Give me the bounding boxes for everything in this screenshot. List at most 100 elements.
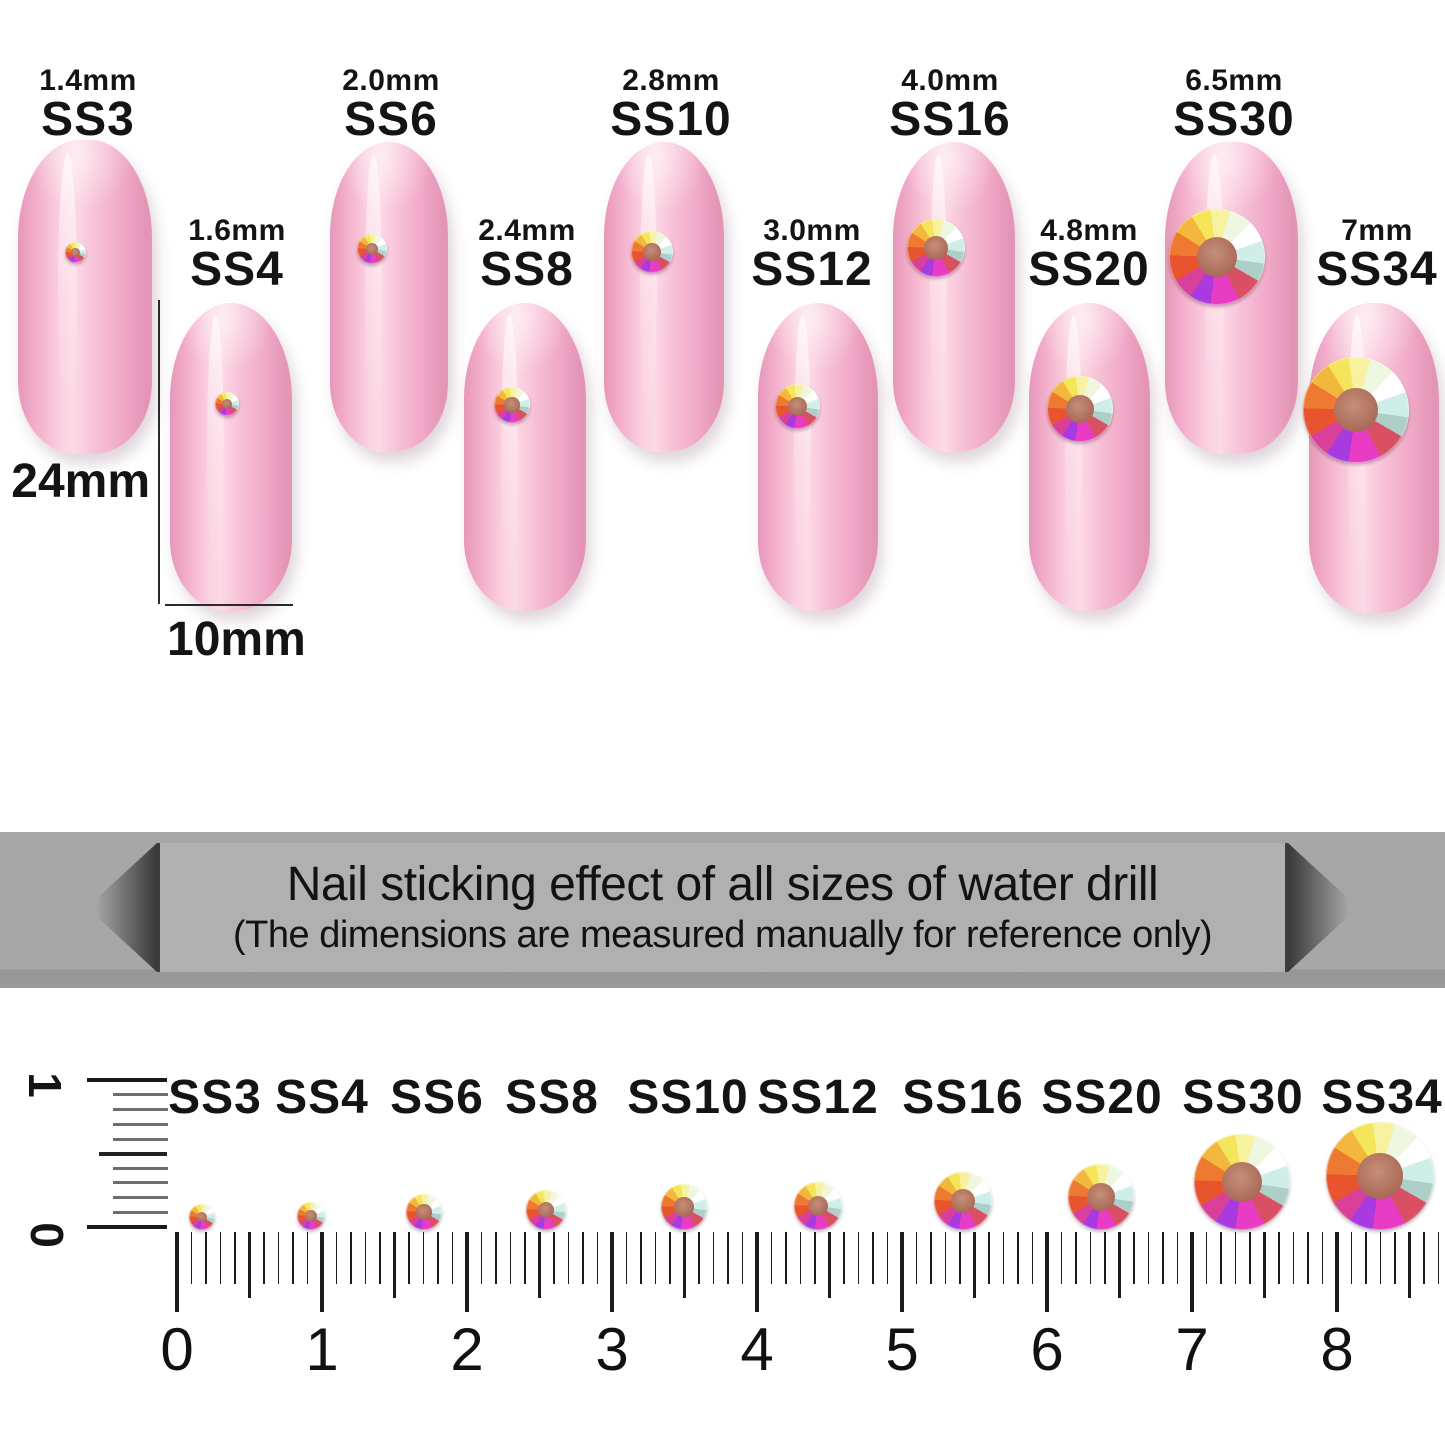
- size-ss-label: SS6: [344, 93, 438, 146]
- ruler-rhinestone: [526, 1190, 566, 1230]
- ruler-tick: [698, 1232, 700, 1284]
- rhinestone-ss3: [65, 242, 86, 263]
- nail-ss6: [330, 142, 448, 452]
- ruler-tick: [799, 1232, 802, 1284]
- ruler-rhinestone: [406, 1194, 442, 1230]
- ruler-tick: [113, 1138, 168, 1141]
- ruler-tick: [1437, 1232, 1440, 1284]
- size-ss-label: SS34: [1316, 243, 1438, 296]
- ruler-tick: [113, 1167, 168, 1170]
- rhinestone-ss4: [215, 392, 239, 416]
- nail-ss12: [758, 303, 878, 611]
- ruler-tick: [364, 1232, 367, 1284]
- ruler-tick: [1335, 1232, 1339, 1312]
- ruler-tick: [113, 1093, 168, 1096]
- ruler-size-label: SS34: [1321, 1071, 1443, 1124]
- ruler-tick: [741, 1232, 744, 1284]
- ruler-tick: [1031, 1232, 1034, 1284]
- ruler-tick: [1118, 1232, 1121, 1298]
- ruler-size-label: SS10: [627, 1071, 749, 1124]
- size-mm-label: 7mm: [1341, 214, 1413, 247]
- ruler-tick: [1190, 1232, 1194, 1312]
- ruler-tick: [843, 1232, 845, 1284]
- ruler-tick: [872, 1232, 874, 1284]
- nail-ss8: [464, 303, 586, 611]
- ruler-number: 5: [885, 1316, 919, 1383]
- ruler-tick: [1394, 1232, 1396, 1284]
- ruler-rhinestone: [297, 1202, 325, 1230]
- ruler-tick: [87, 1225, 167, 1229]
- nail-ss30: [1165, 142, 1298, 454]
- ruler-rhinestone: [794, 1182, 842, 1230]
- ruler-tick: [480, 1232, 483, 1284]
- ruler-tick: [1075, 1232, 1077, 1284]
- ruler-tick: [1379, 1232, 1382, 1284]
- size-ss-label: SS12: [751, 243, 873, 296]
- ruler-tick: [1220, 1232, 1222, 1284]
- size-mm-label: 4.0mm: [901, 64, 999, 97]
- ruler-tick: [712, 1232, 715, 1284]
- size-ss-label: SS16: [889, 93, 1011, 146]
- ruler-tick: [320, 1232, 324, 1312]
- ruler-tick: [437, 1232, 439, 1284]
- ruler-tick: [567, 1232, 570, 1284]
- ruler-tick: [553, 1232, 555, 1284]
- ruler-tick: [944, 1232, 947, 1284]
- ruler-tick: [175, 1232, 179, 1312]
- ruler-tick: [1263, 1232, 1266, 1298]
- ruler-tick: [524, 1232, 526, 1284]
- ruler-tick: [277, 1232, 280, 1284]
- ruler-size-label: SS30: [1182, 1071, 1304, 1124]
- ruler-tick: [1089, 1232, 1092, 1284]
- ruler-tick: [669, 1232, 671, 1284]
- ruler-tick: [1133, 1232, 1135, 1284]
- banner-title: Nail sticking effect of all sizes of wat…: [286, 858, 1159, 911]
- ruler-tick: [205, 1232, 207, 1284]
- ruler-tick: [451, 1232, 454, 1284]
- size-ss-label: SS30: [1173, 93, 1295, 146]
- ruler-tick: [785, 1232, 787, 1284]
- ruler-tick: [915, 1232, 918, 1284]
- ruler-tick: [379, 1232, 381, 1284]
- ruler-number: 3: [595, 1316, 629, 1383]
- ruler-rhinestone: [661, 1184, 707, 1230]
- ruler-tick: [959, 1232, 961, 1284]
- rhinestone-ss12: [775, 384, 820, 429]
- ruler-tick: [422, 1232, 425, 1284]
- ruler-rhinestone: [1068, 1164, 1134, 1230]
- ruler-tick: [727, 1232, 729, 1284]
- size-mm-label: 4.8mm: [1040, 214, 1138, 247]
- ruler-tick: [1350, 1232, 1353, 1284]
- size-mm-label: 2.8mm: [622, 64, 720, 97]
- ruler-tick: [306, 1232, 309, 1284]
- ruler-vertical-number-0: 0: [20, 1222, 73, 1248]
- nail-ss3: [18, 140, 152, 454]
- ruler-size-label: SS8: [505, 1071, 599, 1124]
- ruler-tick: [1017, 1232, 1019, 1284]
- banner-ribbon: Nail sticking effect of all sizes of wat…: [157, 843, 1288, 972]
- ruler-number: 8: [1320, 1316, 1354, 1383]
- ruler-tick: [1162, 1232, 1164, 1284]
- ruler-tick: [1104, 1232, 1106, 1284]
- height-measure-line: [158, 300, 160, 604]
- rhinestone-ss20: [1047, 376, 1113, 442]
- rhinestone-ss30: [1169, 209, 1265, 305]
- ruler-tick: [1147, 1232, 1150, 1284]
- ruler-tick: [113, 1181, 168, 1184]
- ruler-tick: [1408, 1232, 1411, 1298]
- ruler-tick: [87, 1078, 167, 1082]
- ruler-tick: [1205, 1232, 1208, 1284]
- ruler-tick: [596, 1232, 599, 1284]
- ruler-tick: [1045, 1232, 1049, 1312]
- ruler-tick: [234, 1232, 236, 1284]
- ruler-tick: [1234, 1232, 1237, 1284]
- ruler-tick: [292, 1232, 294, 1284]
- ruler-size-label: SS16: [902, 1071, 1024, 1124]
- ruler-tick: [113, 1108, 168, 1111]
- ruler-tick: [190, 1232, 193, 1284]
- ruler-tick: [610, 1232, 614, 1312]
- ruler-tick: [99, 1152, 167, 1156]
- size-mm-label: 1.6mm: [188, 214, 286, 247]
- ruler-tick: [900, 1232, 904, 1312]
- size-ss-label: SS8: [480, 243, 574, 296]
